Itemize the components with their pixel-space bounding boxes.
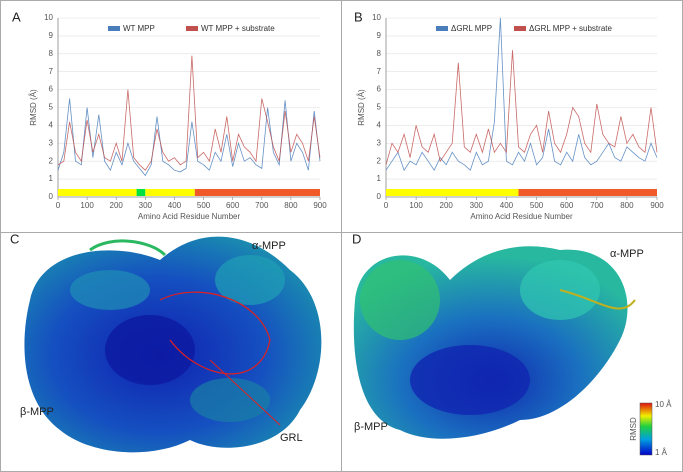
- y-tick-label: 3: [377, 138, 382, 147]
- y-tick-label: 6: [49, 85, 54, 94]
- y-axis-title: RMSD (Å): [357, 89, 366, 126]
- y-tick-label: 5: [49, 103, 54, 112]
- x-tick-label: 200: [110, 201, 124, 210]
- protein-d: [353, 246, 653, 456]
- x-tick-label: 500: [197, 201, 211, 210]
- x-tick-label: 900: [650, 201, 664, 210]
- x-tick-label: 100: [80, 201, 94, 210]
- colorbar-min: 1 Å: [655, 448, 668, 457]
- domain-region: [194, 189, 320, 196]
- panel-label: B: [354, 9, 363, 24]
- domain-region: [386, 189, 519, 196]
- x-axis-title: Amino Acid Residue Number: [138, 212, 241, 221]
- y-tick-label: 0: [49, 192, 54, 201]
- data-line: [57, 55, 321, 171]
- alpha-label: α-MPP: [252, 240, 286, 252]
- domain-region: [518, 189, 657, 196]
- legend-swatch: [108, 26, 120, 31]
- data-line: [385, 17, 658, 172]
- x-tick-label: 600: [226, 201, 240, 210]
- y-tick-label: 4: [377, 121, 382, 130]
- x-tick-label: 700: [255, 201, 269, 210]
- panel-label: C: [10, 231, 19, 246]
- x-tick-label: 400: [500, 201, 514, 210]
- x-axis-title: Amino Acid Residue Number: [470, 212, 573, 221]
- x-tick-label: 100: [409, 201, 423, 210]
- x-tick-label: 300: [470, 201, 484, 210]
- panel-label: A: [12, 9, 21, 24]
- legend-swatch: [186, 26, 198, 31]
- x-tick-label: 700: [590, 201, 604, 210]
- x-tick-label: 400: [168, 201, 182, 210]
- y-tick-label: 8: [49, 49, 54, 58]
- x-tick-label: 900: [313, 201, 327, 210]
- domain-region: [136, 189, 146, 196]
- x-tick-label: 500: [530, 201, 544, 210]
- data-line: [57, 98, 321, 177]
- x-tick-label: 600: [560, 201, 574, 210]
- beta-label: β-MPP: [354, 421, 388, 433]
- colorbar-max: 10 Å: [655, 400, 672, 409]
- y-tick-label: 3: [49, 138, 54, 147]
- legend-label: ΔGRL MPP + substrate: [529, 24, 612, 33]
- x-tick-label: 200: [440, 201, 454, 210]
- x-tick-label: 800: [284, 201, 298, 210]
- panel-label: D: [352, 231, 361, 246]
- colorbar-title: RMSD: [629, 417, 638, 441]
- y-tick-label: 7: [49, 67, 54, 76]
- x-tick-label: 800: [620, 201, 634, 210]
- y-tick-label: 5: [377, 103, 382, 112]
- protein-c: [24, 236, 322, 453]
- y-tick-label: 8: [377, 49, 382, 58]
- y-tick-label: 6: [377, 85, 382, 94]
- y-tick-label: 0: [377, 192, 382, 201]
- x-tick-label: 300: [139, 201, 153, 210]
- legend-label: WT MPP: [123, 24, 155, 33]
- data-line: [385, 50, 658, 165]
- y-tick-label: 7: [377, 67, 382, 76]
- colorbar: [639, 402, 653, 456]
- y-tick-label: 1: [377, 174, 382, 183]
- y-tick-label: 9: [49, 31, 54, 40]
- y-tick-label: 1: [49, 174, 54, 183]
- legend-label: WT MPP + substrate: [201, 24, 275, 33]
- y-tick-label: 2: [49, 156, 54, 165]
- domain-region: [58, 189, 137, 196]
- beta-label: β-MPP: [20, 406, 54, 418]
- alpha-label: α-MPP: [610, 248, 644, 260]
- legend-swatch: [436, 26, 448, 31]
- x-tick-label: 0: [384, 201, 389, 210]
- y-tick-label: 10: [372, 13, 381, 22]
- y-tick-label: 10: [44, 13, 53, 22]
- legend-swatch: [514, 26, 526, 31]
- y-tick-label: 2: [377, 156, 382, 165]
- y-axis-title: RMSD (Å): [29, 89, 38, 126]
- y-tick-label: 9: [377, 31, 382, 40]
- legend-label: ΔGRL MPP: [451, 24, 492, 33]
- grl-label: GRL: [280, 432, 303, 444]
- domain-region: [145, 189, 195, 196]
- x-tick-label: 0: [56, 201, 61, 210]
- y-tick-label: 4: [49, 121, 54, 130]
